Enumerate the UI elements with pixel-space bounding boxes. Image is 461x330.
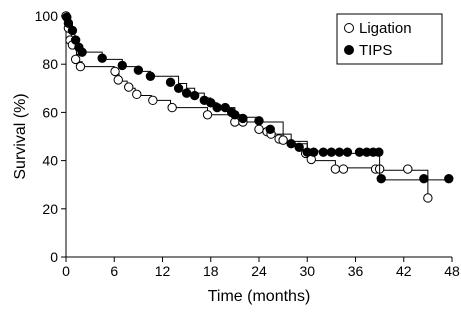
tips-point <box>133 65 144 75</box>
y-tick-label: 20 <box>42 201 58 217</box>
legend-marker-tips <box>344 45 354 55</box>
y-tick-label: 40 <box>42 153 58 169</box>
y-axis-title: Survival (%) <box>12 93 29 179</box>
tips-point <box>376 173 386 184</box>
ligation-point <box>202 110 213 120</box>
tips-point <box>77 47 87 57</box>
tips-point <box>173 83 184 94</box>
tips-point <box>326 147 337 157</box>
ligation-point <box>113 75 123 85</box>
tips-point <box>374 147 384 157</box>
legend: Ligation TIPS <box>336 13 443 65</box>
ligation-point <box>330 164 341 174</box>
ticks: 0 6 12 18 24 30 36 42 48 0 20 40 60 80 100 <box>35 8 460 279</box>
tips-point <box>294 142 304 153</box>
x-tick-label: 24 <box>251 263 267 279</box>
tips-point <box>230 110 240 120</box>
legend-marker-ligation <box>344 23 354 33</box>
x-tick-label: 30 <box>299 263 315 279</box>
tips-point <box>318 147 329 157</box>
tips-point <box>67 25 78 36</box>
ligation-point <box>132 89 142 100</box>
x-tick-label: 18 <box>203 263 219 279</box>
tips-point <box>444 173 454 184</box>
y-tick-label: 60 <box>42 104 58 120</box>
tips-point <box>165 77 176 87</box>
ligation-point <box>167 102 177 113</box>
y-tick-label: 0 <box>50 249 58 265</box>
tips-point <box>117 60 127 71</box>
series-layer <box>61 11 454 203</box>
ligation-point <box>403 164 413 174</box>
tips-point <box>97 53 107 63</box>
tips-point <box>238 113 248 124</box>
tips-point <box>181 88 192 98</box>
x-tick-label: 6 <box>110 263 118 279</box>
ligation-point <box>148 95 158 106</box>
ligation-point <box>254 124 264 134</box>
legend-label-tips: TIPS <box>359 42 392 59</box>
legend-label-ligation: Ligation <box>359 20 412 37</box>
ligation-point <box>278 135 288 145</box>
x-tick-label: 12 <box>155 263 171 279</box>
x-tick-label: 0 <box>62 263 70 279</box>
ligation-point <box>75 61 86 72</box>
series-tips <box>62 12 454 184</box>
x-tick-label: 36 <box>348 263 364 279</box>
tips-point <box>254 116 264 126</box>
ligation-point <box>110 66 120 77</box>
tips-point <box>334 147 345 157</box>
tips-point <box>265 124 275 134</box>
ligation-point <box>70 54 81 65</box>
y-tick-label: 80 <box>42 56 58 72</box>
tips-point <box>286 139 296 149</box>
ligation-point <box>338 164 349 174</box>
x-axis-title: Time (months) <box>208 288 311 305</box>
tips-point <box>212 102 222 113</box>
tips-point <box>342 147 353 157</box>
x-tick-label: 48 <box>444 263 460 279</box>
tips-point <box>419 173 429 184</box>
ligation-point <box>423 193 433 203</box>
legend-box <box>336 13 443 65</box>
tips-point <box>63 18 74 28</box>
ligation-point <box>124 82 134 92</box>
tips-point <box>189 90 200 101</box>
y-tick-label: 100 <box>35 8 59 24</box>
tips-point <box>206 98 216 108</box>
tips-point <box>145 71 156 81</box>
tips-point <box>308 147 319 157</box>
x-tick-label: 42 <box>396 263 412 279</box>
tips-point <box>220 102 230 113</box>
